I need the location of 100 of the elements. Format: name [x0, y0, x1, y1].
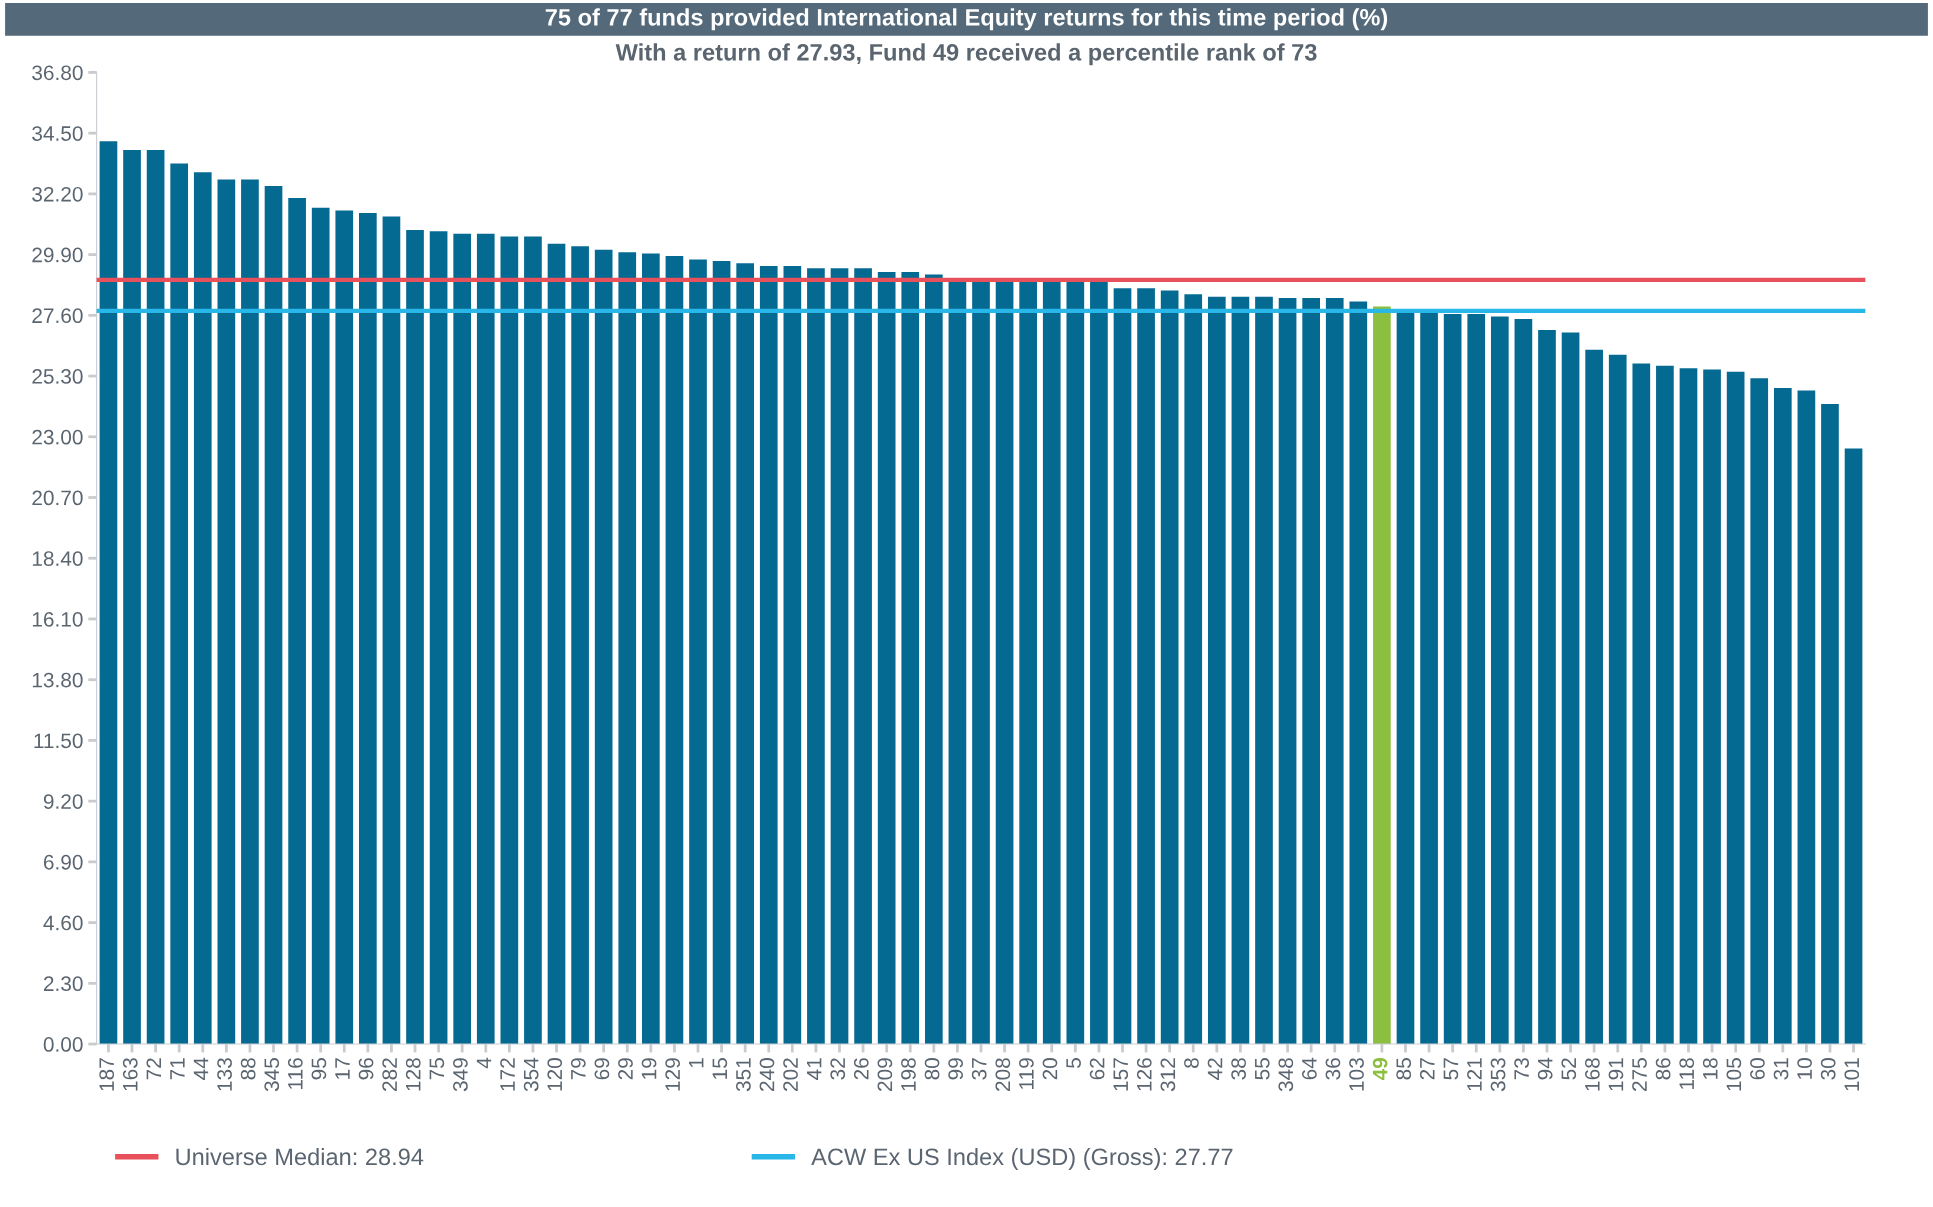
bar	[123, 150, 141, 1045]
bar	[1585, 349, 1603, 1045]
bar	[1797, 390, 1816, 1045]
bar	[995, 279, 1014, 1045]
bar	[1325, 297, 1344, 1045]
x-tick-label: 41	[806, 1058, 822, 1080]
bar	[1137, 288, 1155, 1045]
bar	[429, 231, 448, 1045]
x-tick-label: 187	[99, 1058, 115, 1091]
bar	[1066, 281, 1085, 1045]
x-tick-label: 55	[1255, 1058, 1270, 1080]
x-tick-label: 20	[1042, 1058, 1058, 1080]
x-tick-label: 101	[1844, 1058, 1860, 1091]
bar	[1231, 296, 1250, 1045]
bar	[524, 236, 542, 1045]
bar	[1632, 363, 1651, 1045]
x-tick-label: 88	[240, 1058, 256, 1080]
x-tick-label: 57	[1443, 1058, 1459, 1080]
y-tick-label: 25.30	[32, 369, 83, 384]
x-tick-label: 44	[193, 1057, 209, 1080]
bar	[1019, 281, 1038, 1045]
bar	[264, 185, 283, 1045]
x-tick-label: 348	[1278, 1058, 1294, 1092]
bar	[1113, 288, 1132, 1045]
x-tick-label: 26	[853, 1058, 869, 1080]
x-tick-label: 29	[618, 1058, 633, 1080]
y-tick-label: 18.40	[32, 551, 83, 566]
bar	[500, 236, 519, 1045]
bar	[901, 272, 920, 1045]
y-tick-label: 13.80	[32, 672, 83, 688]
x-tick-label: 49	[1372, 1058, 1388, 1081]
x-tick-label: 8	[1184, 1058, 1199, 1068]
bar	[1821, 404, 1839, 1045]
x-tick-label: 168	[1584, 1058, 1600, 1091]
x-tick-label: 116	[287, 1058, 303, 1089]
bar	[1679, 368, 1698, 1045]
bar	[99, 141, 118, 1045]
bar	[759, 265, 778, 1045]
y-tick-label: 0.00	[43, 1037, 83, 1052]
bar	[1726, 371, 1745, 1045]
x-tick-label: 72	[146, 1058, 161, 1080]
bar	[571, 246, 589, 1045]
x-tick-label: 85	[1396, 1058, 1412, 1080]
x-tick-label: 208	[995, 1058, 1011, 1091]
bar	[854, 268, 872, 1045]
x-tick-label: 32	[830, 1058, 846, 1080]
x-tick-label: 73	[1514, 1058, 1529, 1080]
y-tick-label: 4.60	[43, 915, 83, 931]
x-tick-label: 172	[500, 1058, 515, 1091]
y-tick-label: 16.10	[32, 611, 83, 627]
bar	[1538, 330, 1556, 1045]
x-tick-label: 30	[1820, 1058, 1836, 1080]
legend-label: Universe Median: 28.94	[176, 1147, 424, 1166]
x-tick-label: 4	[476, 1057, 492, 1069]
bar	[217, 179, 236, 1045]
bar	[288, 198, 306, 1045]
x-tick-label: 52	[1561, 1058, 1577, 1080]
bar	[830, 268, 849, 1045]
x-tick-label: 95	[311, 1058, 327, 1080]
x-tick-label: 60	[1750, 1058, 1765, 1080]
x-tick-label: 10	[1797, 1058, 1812, 1079]
x-tick-label: 99	[948, 1058, 964, 1080]
y-tick-label: 23.00	[32, 429, 83, 445]
x-tick-label: 120	[547, 1058, 563, 1091]
y-tick-label: 6.90	[43, 854, 83, 870]
x-tick-label: 75	[429, 1058, 445, 1080]
bar	[1844, 448, 1863, 1045]
bar	[241, 179, 259, 1045]
bar	[547, 243, 566, 1045]
x-tick-label: 353	[1490, 1058, 1506, 1092]
bar	[665, 255, 684, 1045]
bar	[736, 263, 755, 1045]
bar	[783, 265, 802, 1045]
bar	[1349, 301, 1368, 1045]
y-tick-label: 2.30	[43, 976, 83, 992]
x-tick-label: 133	[217, 1058, 232, 1091]
x-tick-label: 36	[1325, 1058, 1341, 1080]
bar	[1160, 290, 1179, 1045]
bar	[170, 163, 189, 1045]
bar	[382, 216, 401, 1045]
y-tick-label: 27.60	[32, 308, 83, 324]
x-tick-label: 31	[1773, 1058, 1789, 1080]
bar	[1255, 296, 1273, 1045]
x-tick-label: 191	[1608, 1058, 1624, 1091]
y-tick-label: 34.50	[32, 126, 83, 141]
bar	[146, 150, 165, 1045]
x-tick-label: 94	[1537, 1057, 1553, 1080]
x-tick-label: 118	[1679, 1058, 1695, 1089]
x-tick-label: 37	[971, 1058, 987, 1080]
x-tick-label: 312	[1160, 1058, 1176, 1092]
x-tick-label: 209	[877, 1058, 893, 1091]
x-tick-label: 354	[523, 1057, 539, 1092]
bar	[712, 260, 731, 1045]
x-tick-label: 119	[1019, 1058, 1034, 1089]
bar	[1490, 316, 1509, 1045]
bar	[877, 272, 896, 1045]
x-tick-label: 126	[1136, 1058, 1152, 1091]
x-tick-label: 198	[901, 1058, 916, 1091]
x-tick-label: 105	[1726, 1058, 1742, 1091]
x-tick-label: 19	[641, 1058, 657, 1079]
